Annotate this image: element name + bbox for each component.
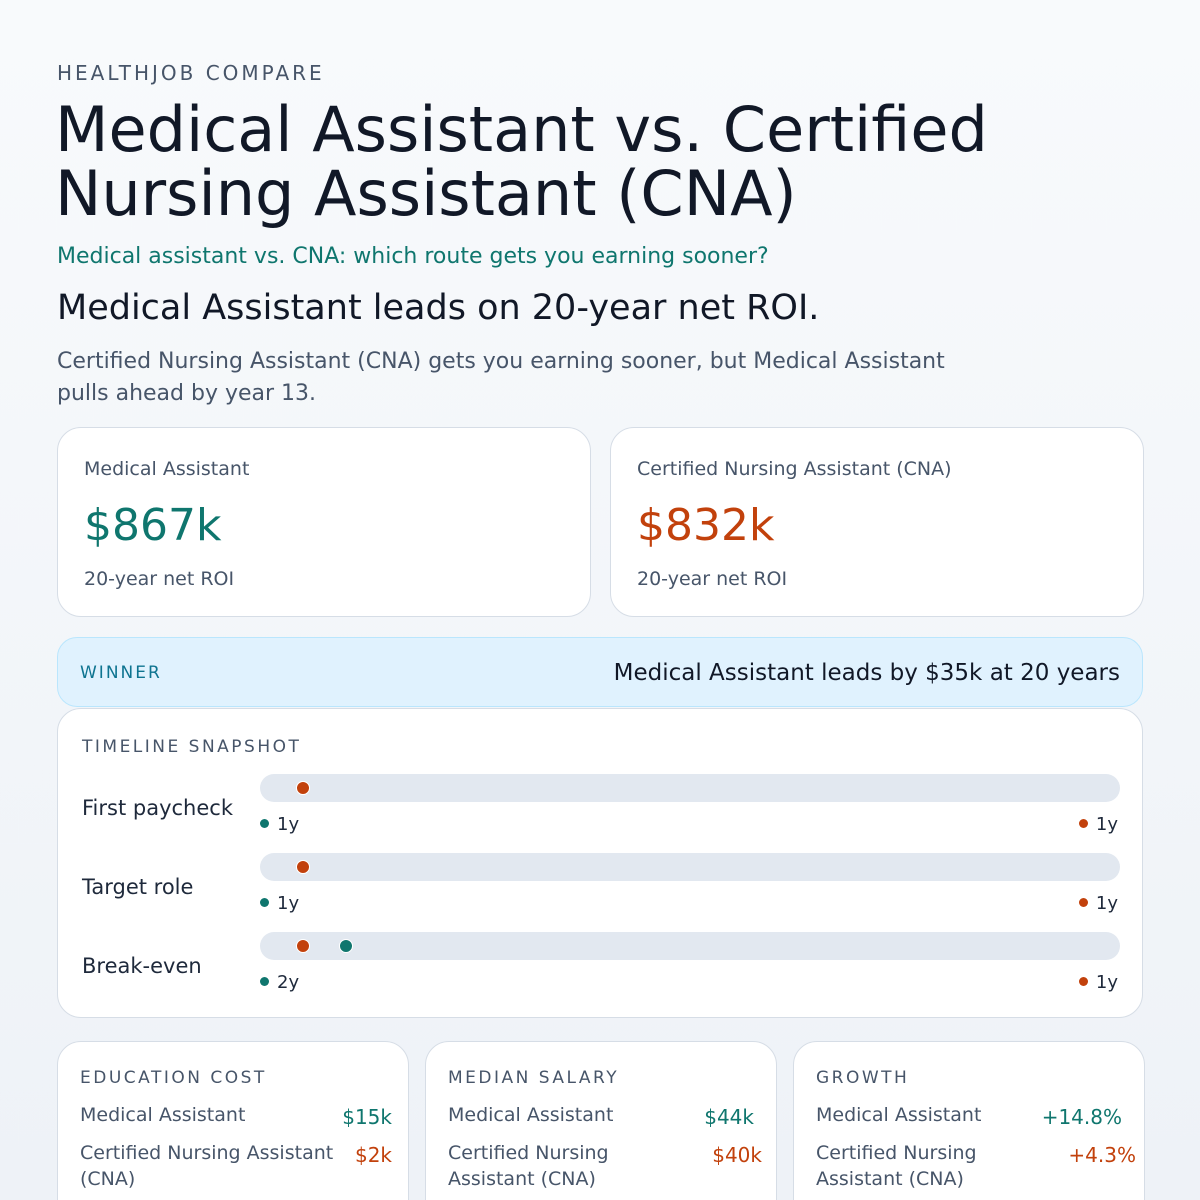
timeline-row-target-role: Target role 1y 1y <box>58 853 1142 914</box>
page-title: Medical Assistant vs. Certified Nursing … <box>55 93 988 230</box>
metric-row-name: Medical Assistant <box>80 1104 246 1126</box>
timeline-row-name: Target role <box>82 875 194 899</box>
cna-marker <box>296 781 310 795</box>
timeline-track <box>260 853 1120 881</box>
roi-card-cna: Certified Nursing Assistant (CNA) $832k … <box>610 427 1144 617</box>
ma-marker <box>339 939 353 953</box>
metric-row-ma: Medical Assistant $15k <box>80 1102 392 1129</box>
page-subtitle: Medical assistant vs. CNA: which route g… <box>57 244 769 269</box>
metric-card-education-cost: EDUCATION COST Medical Assistant $15k Ce… <box>57 1041 409 1200</box>
timeline-row-name: Break-even <box>82 954 202 978</box>
metric-row-value: $15k <box>342 1105 392 1129</box>
roi-card-caption: 20-year net ROI <box>84 568 235 590</box>
metric-row-cna: Certified Nursing Assistant (CNA) $2k <box>80 1140 392 1192</box>
metric-row-value: $2k <box>354 1143 392 1167</box>
metric-row-cna: Certified Nursing Assistant (CNA) +4.3% <box>816 1140 1136 1192</box>
ma-dot-icon <box>260 977 269 986</box>
cna-marker <box>296 860 310 874</box>
cna-dot-icon <box>1078 898 1088 907</box>
roi-card-label: Certified Nursing Assistant (CNA) <box>637 458 952 480</box>
timeline-track <box>260 774 1120 802</box>
brand-label: HEALTHJOB COMPARE <box>57 61 325 85</box>
ma-value: 2y <box>260 972 299 993</box>
roi-card-value: $867k <box>84 500 222 551</box>
metric-row-value: $40k <box>712 1143 762 1167</box>
ma-dot-icon <box>260 819 269 828</box>
timeline-row-break-even: Break-even 2y 1y <box>58 932 1142 993</box>
timeline-snapshot-card: TIMELINE SNAPSHOT First paycheck 1y 1y T… <box>57 708 1143 1018</box>
metric-label: GROWTH <box>816 1068 910 1088</box>
metric-row-value: $44k <box>704 1105 754 1129</box>
timeline-track <box>260 932 1120 960</box>
ma-value: 1y <box>260 814 299 835</box>
metric-label: EDUCATION COST <box>80 1068 267 1088</box>
headline: Medical Assistant leads on 20-year net R… <box>57 288 820 328</box>
timeline-label: TIMELINE SNAPSHOT <box>82 737 302 757</box>
cna-value: 1y <box>1078 893 1118 914</box>
metric-card-median-salary: MEDIAN SALARY Medical Assistant $44k Cer… <box>425 1041 777 1200</box>
cna-marker <box>296 939 310 953</box>
cna-dot-icon <box>1078 819 1088 828</box>
roi-card-value: $832k <box>637 500 775 551</box>
summary-text: Certified Nursing Assistant (CNA) gets y… <box>57 349 945 406</box>
metric-row-name: Medical Assistant <box>448 1104 614 1126</box>
timeline-row-first-paycheck: First paycheck 1y 1y <box>58 774 1142 835</box>
metric-card-growth: GROWTH Medical Assistant +14.8% Certifie… <box>793 1041 1145 1200</box>
roi-card-label: Medical Assistant <box>84 458 250 480</box>
winner-text: Medical Assistant leads by $35k at 20 ye… <box>613 660 1120 686</box>
cna-dot-icon <box>1078 977 1088 986</box>
metric-row-name: Certified Nursing Assistant (CNA) <box>816 1142 977 1190</box>
metric-row-value: +4.3% <box>1068 1143 1136 1167</box>
winner-banner: WINNER Medical Assistant leads by $35k a… <box>57 637 1143 707</box>
metric-row-name: Certified Nursing Assistant (CNA) <box>80 1142 334 1190</box>
cna-value: 1y <box>1078 972 1118 993</box>
metric-row-ma: Medical Assistant +14.8% <box>816 1102 1122 1129</box>
metric-row-cna: Certified Nursing Assistant (CNA) $40k <box>448 1140 762 1192</box>
metric-row-name: Medical Assistant <box>816 1104 982 1126</box>
metric-label: MEDIAN SALARY <box>448 1068 620 1088</box>
roi-card-medical-assistant: Medical Assistant $867k 20-year net ROI <box>57 427 591 617</box>
ma-dot-icon <box>260 898 269 907</box>
metric-row-ma: Medical Assistant $44k <box>448 1102 754 1129</box>
winner-label: WINNER <box>80 663 162 683</box>
cna-value: 1y <box>1078 814 1118 835</box>
metric-row-name: Certified Nursing Assistant (CNA) <box>448 1142 609 1190</box>
metric-row-value: +14.8% <box>1041 1105 1122 1129</box>
timeline-row-name: First paycheck <box>82 796 233 820</box>
ma-value: 1y <box>260 893 299 914</box>
roi-card-caption: 20-year net ROI <box>637 568 788 590</box>
